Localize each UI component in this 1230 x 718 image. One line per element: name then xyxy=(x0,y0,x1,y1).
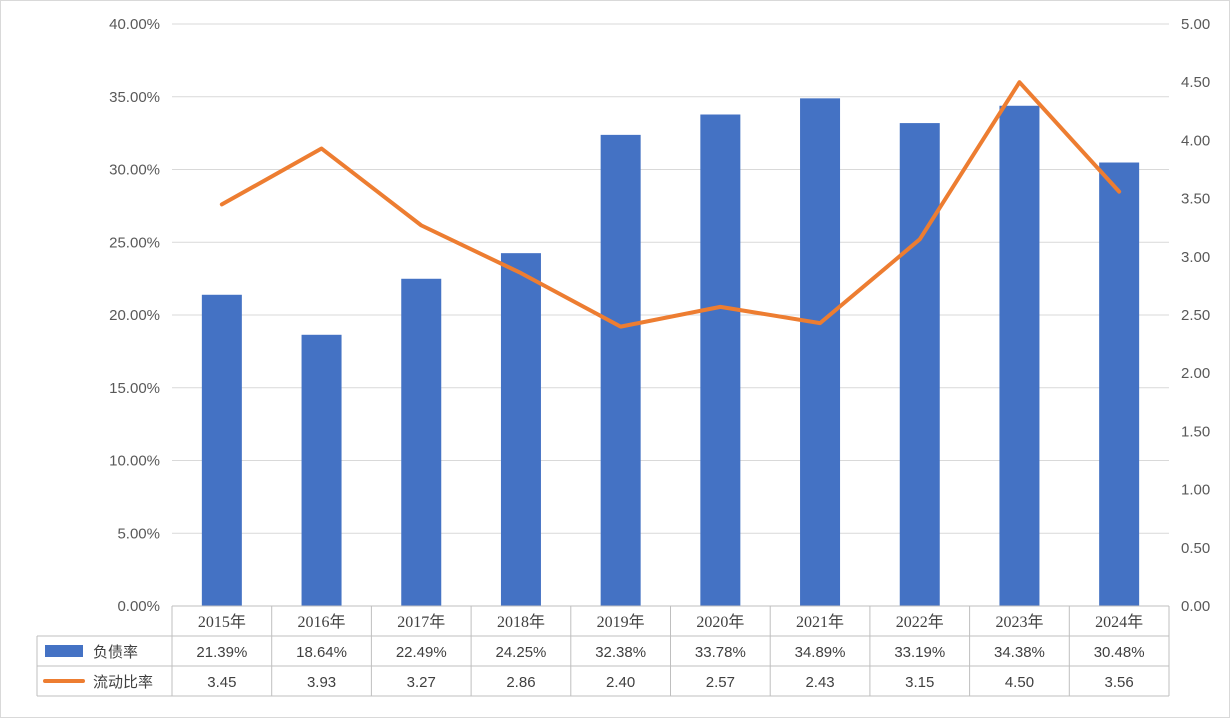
legend-label-line: 流动比率 xyxy=(93,674,153,691)
category-label: 2021年 xyxy=(796,613,844,631)
line-path xyxy=(219,80,1122,329)
right-axis-tick-label: 3.50 xyxy=(1181,191,1210,208)
table-value-line: 2.57 xyxy=(706,674,735,691)
table-value-line: 3.15 xyxy=(905,674,934,691)
data-table: 2015年 2016年 2017年 2018年 2019年 2020年 2021年 2022年… xyxy=(36,605,1170,697)
line-point xyxy=(420,224,422,226)
bar xyxy=(899,123,940,606)
left-axis-tick-label: 30.00% xyxy=(109,162,160,179)
left-axis-tick-label: 35.00% xyxy=(109,89,160,106)
legend-swatch-bar xyxy=(45,645,83,657)
right-axis-tick-label: 2.50 xyxy=(1181,307,1210,324)
category-label: 2019年 xyxy=(597,613,645,631)
bar xyxy=(600,134,641,606)
table-value-bar: 21.39% xyxy=(196,644,247,661)
category-label: 2023年 xyxy=(995,613,1043,631)
right-axis-tick-label: 5.00 xyxy=(1181,16,1210,33)
category-label: 2016年 xyxy=(298,613,346,631)
table-value-line: 3.27 xyxy=(407,674,436,691)
line-point xyxy=(321,148,323,150)
table-value-line: 3.56 xyxy=(1105,674,1134,691)
bar xyxy=(500,253,541,606)
left-axis-tick-label: 40.00% xyxy=(109,16,160,33)
category-label: 2024年 xyxy=(1095,613,1143,631)
table-value-line: 3.45 xyxy=(207,674,236,691)
right-axis-tick-label: 1.00 xyxy=(1181,482,1210,499)
line-point xyxy=(620,326,622,328)
bar xyxy=(700,114,741,606)
left-axis-tick-label: 5.00% xyxy=(117,525,160,542)
table-value-bar: 24.25% xyxy=(496,644,547,661)
table-value-bar: 30.48% xyxy=(1094,644,1145,661)
table-value-line: 2.40 xyxy=(606,674,635,691)
table-value-line: 2.43 xyxy=(805,674,834,691)
table-value-bar: 33.78% xyxy=(695,644,746,661)
table-value-bar: 34.89% xyxy=(795,644,846,661)
category-label: 2017年 xyxy=(397,613,445,631)
line-point xyxy=(819,322,821,324)
left-axis-tick-label: 10.00% xyxy=(109,453,160,470)
left-axis-tick-label: 0.00% xyxy=(117,598,160,615)
bar xyxy=(201,294,242,606)
right-axis-tick-label: 4.00 xyxy=(1181,132,1210,149)
table-value-bar: 32.38% xyxy=(595,644,646,661)
line-point xyxy=(719,306,721,308)
table-value-bar: 22.49% xyxy=(396,644,447,661)
bar xyxy=(301,334,342,606)
right-axis-tick-label: 4.50 xyxy=(1181,74,1210,91)
bar xyxy=(401,278,442,606)
table-value-bar: 33.19% xyxy=(894,644,945,661)
line-point xyxy=(919,238,921,240)
table-value-line: 2.86 xyxy=(506,674,535,691)
line-point xyxy=(1018,81,1020,83)
table-value-bar: 34.38% xyxy=(994,644,1045,661)
line-point xyxy=(1118,191,1120,193)
table-value-line: 4.50 xyxy=(1005,674,1034,691)
right-axis-tick-label: 0.00 xyxy=(1181,598,1210,615)
right-axis-tick-label: 1.50 xyxy=(1181,423,1210,440)
left-axis-tick-label: 25.00% xyxy=(109,234,160,251)
right-axis-tick-label: 2.00 xyxy=(1181,365,1210,382)
bar xyxy=(800,98,841,607)
category-label: 2022年 xyxy=(896,613,944,631)
category-label: 2018年 xyxy=(497,613,545,631)
right-axis-tick-label: 3.00 xyxy=(1181,249,1210,266)
category-label: 2020年 xyxy=(696,613,744,631)
table-value-bar: 18.64% xyxy=(296,644,347,661)
table-value-line: 3.93 xyxy=(307,674,336,691)
right-axis-tick-label: 0.50 xyxy=(1181,540,1210,557)
bar xyxy=(999,105,1040,606)
left-axis-tick-label: 15.00% xyxy=(109,380,160,397)
line-point xyxy=(520,272,522,274)
category-label: 2015年 xyxy=(198,613,246,631)
left-axis: 0.00% 5.00% 10.00% 15.00% 20.00% 25.00% 30.00%… xyxy=(109,16,160,615)
right-axis: 0.00 0.50 1.00 1.50 2.00 2.50 3.00 3.50 4.00 4.50… xyxy=(1181,16,1210,615)
left-axis-tick-label: 20.00% xyxy=(109,307,160,324)
line-point xyxy=(221,203,223,205)
bar xyxy=(1099,162,1140,607)
legend-label-bar: 负债率 xyxy=(93,644,138,661)
line-series xyxy=(219,80,1122,329)
bar-series xyxy=(201,98,1140,607)
